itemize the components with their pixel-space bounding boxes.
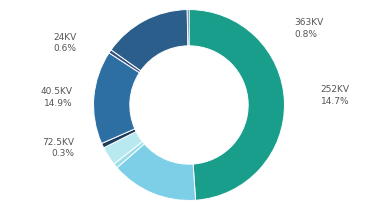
Text: 363KV
0.8%: 363KV 0.8% xyxy=(294,18,323,39)
Text: 252KV
14.7%: 252KV 14.7% xyxy=(321,85,350,106)
Wedge shape xyxy=(187,9,189,46)
Wedge shape xyxy=(111,10,188,71)
Text: 40.5KV
14.9%: 40.5KV 14.9% xyxy=(40,87,73,108)
Wedge shape xyxy=(117,144,195,201)
Text: 24KV
0.6%: 24KV 0.6% xyxy=(53,33,76,53)
Wedge shape xyxy=(102,129,136,148)
Wedge shape xyxy=(93,53,139,143)
Wedge shape xyxy=(114,142,144,168)
Wedge shape xyxy=(109,50,141,73)
Wedge shape xyxy=(189,9,285,200)
Text: 72.5KV
0.3%: 72.5KV 0.3% xyxy=(42,138,74,158)
Wedge shape xyxy=(104,131,143,164)
